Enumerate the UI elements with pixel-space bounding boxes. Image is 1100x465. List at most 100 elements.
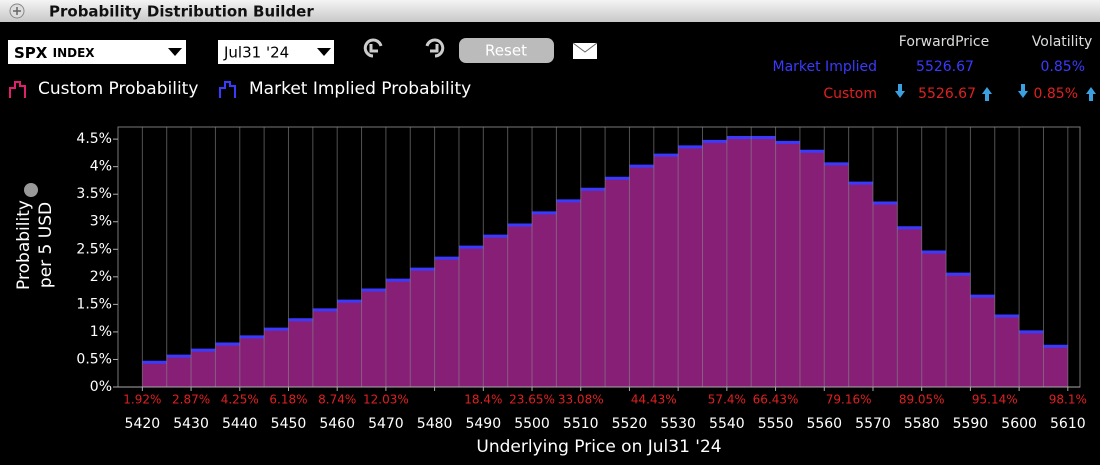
cumulative-label: 44.43% bbox=[631, 393, 677, 407]
custom-bar bbox=[385, 280, 411, 387]
x-tick-label: 5450 bbox=[271, 416, 307, 432]
reset-button[interactable] bbox=[459, 38, 554, 63]
dropdown-arrow bbox=[168, 48, 182, 56]
x-tick-label: 5440 bbox=[222, 416, 258, 432]
custom-bar bbox=[312, 309, 338, 387]
decrease-button[interactable] bbox=[895, 84, 905, 98]
symbol-dropdown[interactable] bbox=[8, 40, 186, 64]
custom-bar bbox=[483, 236, 508, 387]
y-tick-label: 4% bbox=[90, 159, 112, 175]
custom-bar bbox=[824, 163, 849, 387]
column-header: ForwardPrice bbox=[899, 34, 989, 50]
custom-bar bbox=[361, 290, 386, 387]
y-tick-label: 0% bbox=[90, 379, 112, 395]
plot: 0% 0.5% 1% 1.5% 2% 2.5% 3% 3.5% 4% 4.5% 1.92% 2.87%… bbox=[14, 126, 1087, 457]
cumulative-label: 2.87% bbox=[172, 393, 210, 407]
cumulative-label: 12.03% bbox=[363, 393, 409, 407]
increase-button[interactable] bbox=[1086, 87, 1096, 101]
summary-panel: ForwardPrice Volatility Market Implied 5526… bbox=[772, 34, 1096, 102]
x-tick-label: 5480 bbox=[417, 416, 453, 432]
expiry-dropdown[interactable] bbox=[218, 40, 334, 64]
custom-bar bbox=[678, 146, 703, 387]
legend-icon bbox=[9, 81, 26, 98]
volatility: 0.85% bbox=[1041, 59, 1085, 75]
legend-label: Market Implied Probability bbox=[249, 79, 471, 99]
help-icon[interactable] bbox=[24, 183, 38, 197]
cumulative-label: 79.16% bbox=[826, 393, 872, 407]
expiry: Jul31 '24 bbox=[223, 44, 289, 62]
title-bar bbox=[0, 0, 1100, 22]
cumulative-label: 23.65% bbox=[509, 393, 555, 407]
x-tick-label: 5520 bbox=[612, 416, 648, 432]
cumulative-label: 18.4% bbox=[464, 393, 502, 407]
custom-bar bbox=[921, 252, 947, 387]
cumulative-label: 66.43% bbox=[753, 393, 799, 407]
custom-bar bbox=[507, 225, 533, 387]
dropdown-arrow bbox=[317, 48, 331, 56]
redo-button[interactable] bbox=[425, 38, 445, 58]
x-tick-label: 5460 bbox=[319, 416, 355, 432]
custom-bar bbox=[532, 212, 557, 387]
y-axis-title: per 5 USD bbox=[36, 202, 56, 288]
symbol: SPX INDEX bbox=[14, 44, 95, 62]
reset-label: Reset bbox=[485, 42, 527, 60]
y-tick-label: 4.5% bbox=[76, 131, 112, 147]
custom-bar bbox=[702, 141, 727, 387]
y-tick-label: 1.5% bbox=[76, 296, 112, 312]
row-label: Custom bbox=[823, 86, 877, 102]
custom-bar bbox=[775, 142, 800, 387]
column-header: Volatility bbox=[1032, 34, 1092, 50]
y-tick-label: 0.5% bbox=[76, 351, 112, 367]
x-tick-label: 5530 bbox=[660, 416, 696, 432]
custom-bar bbox=[434, 258, 459, 387]
custom-bar bbox=[872, 203, 898, 387]
menu-icon-cross bbox=[13, 7, 21, 15]
custom-bar bbox=[946, 274, 971, 387]
x-tick-label: 5420 bbox=[125, 416, 161, 432]
custom-bar bbox=[458, 247, 484, 387]
x-tick-label: 5490 bbox=[465, 416, 501, 432]
row-label: Market Implied bbox=[772, 59, 877, 75]
cumulative-label: 33.08% bbox=[558, 393, 604, 407]
custom-bar bbox=[166, 356, 192, 387]
x-tick-label: 5600 bbox=[1001, 416, 1037, 432]
custom-bar bbox=[605, 178, 630, 387]
cumulative-label: 95.14% bbox=[972, 393, 1018, 407]
custom-bar bbox=[848, 183, 873, 387]
legend-icon bbox=[219, 81, 236, 98]
custom-bar bbox=[799, 151, 825, 387]
custom-bar bbox=[1019, 331, 1044, 387]
x-tick-label: 5580 bbox=[904, 416, 940, 432]
custom-bar bbox=[191, 350, 216, 387]
custom-bar bbox=[751, 137, 776, 387]
custom-bar bbox=[629, 166, 654, 387]
custom-bar bbox=[1043, 346, 1068, 387]
x-axis-title: Underlying Price on Jul31 '24 bbox=[476, 437, 721, 457]
x-tick-label: 5610 bbox=[1050, 416, 1086, 432]
x-tick-label: 5500 bbox=[514, 416, 550, 432]
custom-bar bbox=[970, 296, 995, 387]
cumulative-label: 4.25% bbox=[221, 393, 259, 407]
custom-bar bbox=[897, 227, 922, 387]
custom-bar bbox=[410, 269, 435, 387]
y-tick-label: 3% bbox=[90, 214, 112, 230]
custom-bar bbox=[556, 200, 581, 387]
cumulative-label: 8.74% bbox=[318, 393, 356, 407]
increase-button[interactable] bbox=[982, 87, 992, 101]
x-tick-label: 5430 bbox=[173, 416, 209, 432]
decrease-button[interactable] bbox=[1018, 84, 1028, 98]
custom-bar bbox=[288, 319, 313, 387]
forward-price: 5526.67 bbox=[916, 59, 974, 75]
y-tick-label: 2.5% bbox=[76, 241, 112, 257]
x-tick-label: 5560 bbox=[806, 416, 842, 432]
cumulative-label: 1.92% bbox=[123, 393, 161, 407]
y-tick-label: 2% bbox=[90, 269, 112, 285]
undo-button[interactable] bbox=[363, 38, 383, 58]
cumulative-label: 6.18% bbox=[269, 393, 307, 407]
custom-bar bbox=[264, 329, 289, 387]
cumulative-label: 98.1% bbox=[1049, 393, 1087, 407]
custom-bar bbox=[142, 362, 167, 387]
x-tick-label: 5470 bbox=[368, 416, 404, 432]
custom-bar bbox=[215, 344, 240, 387]
